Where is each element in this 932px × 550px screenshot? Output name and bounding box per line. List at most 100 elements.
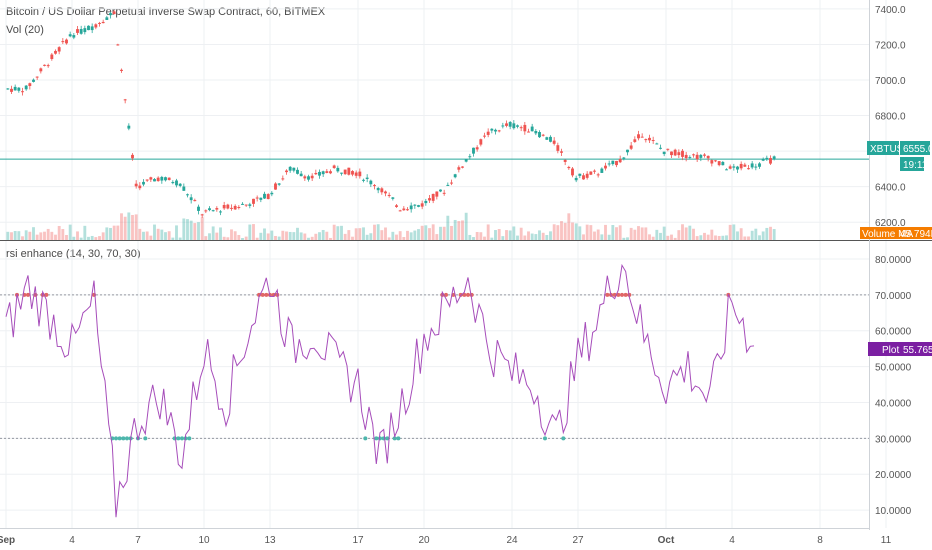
candle-body <box>736 166 739 170</box>
volume-bar <box>365 234 369 240</box>
candle-body <box>314 172 318 175</box>
volume-bar <box>596 229 600 240</box>
candle-body <box>670 151 673 156</box>
candle-body <box>409 205 413 210</box>
candle-body <box>127 125 131 129</box>
rsi-tick-label: 70.0000 <box>875 291 912 302</box>
overbought-dot <box>264 292 269 297</box>
candle-body <box>662 151 666 155</box>
volume-bar <box>516 235 519 240</box>
candle-body <box>365 177 369 179</box>
candle-body <box>457 167 461 170</box>
candle-body <box>101 21 105 24</box>
volume-bar <box>607 234 611 240</box>
volume-bar <box>61 229 65 240</box>
candle-body <box>717 161 721 166</box>
volume-bar <box>402 237 406 240</box>
candle-body <box>596 174 600 176</box>
volume-bar <box>13 231 17 240</box>
volume-bar <box>384 227 387 240</box>
price-tick-label: 6400.0 <box>875 183 906 194</box>
volume-bar <box>618 225 622 240</box>
volume-bar <box>72 236 76 240</box>
volume-bar <box>633 229 637 240</box>
volume-bar <box>611 225 615 240</box>
candle-body <box>39 68 43 72</box>
volume-bar <box>728 224 732 240</box>
volume-bar <box>677 230 681 240</box>
volume-bar <box>171 237 175 240</box>
candle-body <box>296 169 299 174</box>
volume-bar <box>380 230 384 240</box>
candle-body <box>512 123 516 129</box>
volume-bar <box>593 231 596 240</box>
volume-bar <box>343 233 347 240</box>
candle-body <box>721 161 725 166</box>
candle-body <box>182 186 186 191</box>
x-tick-label: 13 <box>264 535 276 546</box>
candle-body <box>666 148 670 150</box>
price-tick-label: 7400.0 <box>875 5 906 16</box>
candle-body <box>160 176 164 181</box>
candle-body <box>244 204 248 206</box>
candle-body <box>248 204 252 206</box>
candle-body <box>329 171 332 174</box>
candle-body <box>505 123 508 126</box>
volume-bar <box>666 235 670 240</box>
volume-bar <box>362 227 365 240</box>
price-tick-label: 6800.0 <box>875 112 906 123</box>
volume-indicator-label: Vol (20) <box>6 24 44 36</box>
overbought-dot <box>458 292 463 297</box>
volume-bar <box>563 222 567 240</box>
overbought-dot <box>605 292 610 297</box>
volume-bar <box>761 231 765 240</box>
volume-bar <box>200 217 204 240</box>
candle-body <box>600 168 604 173</box>
volume-bar <box>417 229 420 240</box>
plot-label: Plot <box>882 345 899 356</box>
last-price-tag: 6555.0 <box>900 141 932 155</box>
volume-bar <box>552 224 556 240</box>
candle-body <box>640 136 644 138</box>
volume-bar <box>325 231 329 240</box>
volume-bar <box>230 229 233 240</box>
volume-bar <box>483 236 486 240</box>
candle-body <box>516 125 519 127</box>
volume-bar <box>109 227 112 240</box>
oversold-dot <box>121 436 126 441</box>
candle-body <box>758 163 761 167</box>
rsi-pane-title: rsi enhance (14, 30, 70, 30) <box>6 248 141 260</box>
candle-body <box>21 91 24 93</box>
candle-body <box>508 122 512 127</box>
volume-bar <box>523 235 527 240</box>
volume-bar <box>318 232 321 240</box>
volume-bar <box>373 224 376 240</box>
volume-bar <box>307 237 310 240</box>
volume-bar <box>332 224 336 240</box>
candle-body <box>105 17 109 20</box>
candle-body <box>266 194 270 200</box>
candle-body <box>310 175 314 179</box>
volume-bar <box>662 226 666 240</box>
candle-body <box>358 171 362 177</box>
candle-body <box>534 131 538 134</box>
volume-bar <box>754 228 758 240</box>
volume-bar <box>164 232 167 240</box>
volume-bar <box>681 224 684 240</box>
candle-body <box>677 152 681 156</box>
candle-body <box>611 160 615 165</box>
x-tick-label: 7 <box>135 535 141 546</box>
candle-body <box>648 137 651 141</box>
candle-body <box>35 76 39 78</box>
candle-body <box>651 140 655 142</box>
volume-bar <box>387 237 391 240</box>
candle-body <box>142 181 145 185</box>
volume-bar <box>10 232 13 240</box>
volume-bar <box>296 227 299 240</box>
volume-bar <box>252 224 255 240</box>
candle-body <box>754 166 758 168</box>
candle-body <box>607 163 611 165</box>
rsi-tick-label: 30.0000 <box>875 434 912 445</box>
candle-body <box>585 173 589 178</box>
